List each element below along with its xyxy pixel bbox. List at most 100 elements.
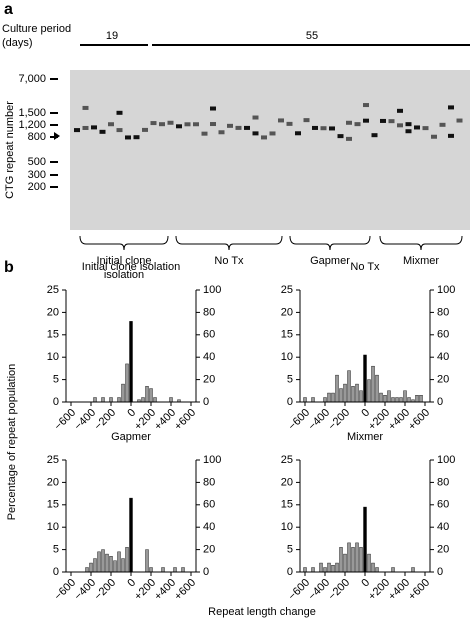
bar — [153, 397, 157, 403]
chart-title: Initial clone isolation — [81, 261, 181, 273]
bar — [89, 562, 93, 573]
bar — [335, 562, 339, 573]
band — [108, 122, 114, 127]
bar — [109, 397, 113, 403]
y-tick-label: 15 — [281, 499, 293, 511]
band — [286, 121, 293, 126]
band — [295, 131, 301, 136]
bar — [343, 553, 347, 573]
band — [125, 135, 131, 140]
y-tick-label: 25 — [47, 284, 59, 296]
band — [303, 118, 310, 123]
bar — [375, 374, 379, 403]
bar — [323, 397, 327, 403]
bar — [323, 567, 327, 573]
y2-tick-label: 100 — [203, 284, 221, 296]
chart-title: No Tx — [350, 261, 380, 273]
band — [431, 134, 437, 139]
band — [380, 118, 386, 123]
bar — [319, 562, 323, 573]
x-tick-label: +400 — [152, 407, 178, 433]
y-tick-label: 5 — [287, 544, 293, 556]
y-tick-label: 5 — [53, 374, 59, 386]
bar — [387, 390, 391, 403]
y-tick-label: 10 — [281, 351, 293, 363]
bar — [303, 397, 307, 403]
bar — [347, 542, 351, 573]
x-tick-label: −400 — [306, 407, 332, 433]
bar — [403, 390, 407, 403]
bar — [407, 397, 411, 403]
bar — [121, 383, 125, 403]
x-tick-label: 0 — [359, 407, 372, 420]
y-tick-label: 0 — [53, 396, 59, 408]
y2-tick-label: 0 — [203, 566, 209, 578]
group-bracket — [379, 235, 463, 251]
bar — [311, 397, 315, 403]
y-tick-label: 20 — [281, 476, 293, 488]
band — [184, 122, 191, 127]
bar — [391, 567, 395, 573]
band — [278, 118, 284, 123]
band — [414, 125, 420, 130]
bar — [311, 567, 315, 573]
band — [167, 120, 174, 125]
x-tick-label: +400 — [152, 577, 178, 603]
x-axis-label: Repeat length change — [208, 606, 316, 618]
bar — [169, 397, 173, 403]
band — [218, 130, 225, 135]
bar — [97, 551, 101, 573]
bar — [125, 547, 129, 573]
band — [142, 127, 148, 132]
bar — [303, 567, 307, 573]
y-tick-label: 0 — [53, 566, 59, 578]
y-tick-label: 20 — [281, 306, 293, 318]
band — [252, 131, 259, 136]
x-tick-label: 0 — [359, 577, 372, 590]
y2-tick-label: 60 — [203, 329, 215, 341]
band — [439, 122, 446, 127]
band — [329, 126, 335, 131]
x-tick-label: −600 — [52, 407, 78, 433]
band — [159, 122, 165, 127]
ladder-label: 1,200 — [18, 119, 46, 131]
group-label: Initial clone isolation — [96, 255, 152, 281]
y-tick-label: 25 — [281, 284, 293, 296]
y-tick-label: 15 — [47, 329, 59, 341]
bar — [121, 558, 125, 573]
culture-label: Culture period (days) — [2, 23, 72, 49]
y2-tick-label: 20 — [437, 544, 449, 556]
y2-tick-label: 60 — [437, 499, 449, 511]
band — [371, 133, 378, 138]
x-tick-label: −200 — [326, 407, 352, 433]
x-tick-label: +200 — [132, 407, 158, 433]
bar — [391, 397, 395, 403]
y2-tick-label: 100 — [203, 454, 221, 466]
band — [227, 123, 233, 128]
band — [210, 122, 216, 127]
bar — [173, 567, 177, 573]
band — [116, 110, 123, 115]
band — [397, 108, 403, 113]
bar — [347, 370, 351, 403]
y-axis-label: Percentage of repeat population — [6, 364, 18, 521]
x-tick-label: +200 — [366, 407, 392, 433]
y2-tick-label: 40 — [203, 521, 215, 533]
bar — [383, 395, 387, 403]
bar — [351, 386, 355, 403]
x-tick-label: +400 — [386, 407, 412, 433]
bar — [145, 549, 149, 573]
y-tick-label: 5 — [53, 544, 59, 556]
period-label: 19 — [106, 30, 118, 42]
band — [261, 135, 267, 140]
x-tick-label: +600 — [406, 407, 432, 433]
y2-tick-label: 80 — [203, 306, 215, 318]
bar — [327, 392, 331, 403]
bar — [149, 567, 153, 573]
x-tick-label: −400 — [72, 407, 98, 433]
x-tick-label: −200 — [326, 577, 352, 603]
y2-tick-label: 40 — [437, 351, 449, 363]
y-tick-label: 10 — [47, 521, 59, 533]
band — [405, 122, 412, 127]
x-tick-label: +200 — [366, 577, 392, 603]
